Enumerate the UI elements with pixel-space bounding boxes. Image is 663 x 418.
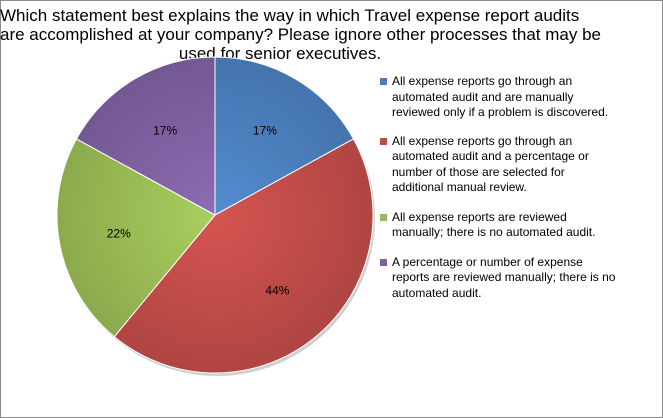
legend-label: A percentage or number of expense reports… xyxy=(392,255,660,302)
legend-label-line: All expense reports are reviewed xyxy=(392,209,567,224)
legend-label-line: All expense reports go through an xyxy=(392,133,573,148)
legend-label-line: number of those are selected for xyxy=(392,164,565,179)
legend-swatch xyxy=(380,213,387,221)
legend-item: All expense reports go through an automat… xyxy=(380,74,660,121)
legend-label-line: reports are reviewed manually; there is … xyxy=(392,270,616,284)
legend-label-line: additional manual review. xyxy=(392,180,527,194)
chart-legend: All expense reports go through an automat… xyxy=(380,74,660,315)
legend-label: All expense reports go through an automat… xyxy=(392,134,660,196)
legend-item: All expense reports are reviewed manually… xyxy=(380,210,660,241)
slice-value-label: 17% xyxy=(253,124,277,138)
legend-item: A percentage or number of expense reports… xyxy=(380,255,660,302)
legend-label-line: reviewed only if a problem is discovered… xyxy=(392,105,609,119)
legend-swatch xyxy=(380,258,387,266)
chart-title-line: are accomplished at your company? Please… xyxy=(0,25,601,44)
legend-label-line: All expense reports go through an xyxy=(392,74,573,88)
legend-label: All expense reports are reviewed manually… xyxy=(392,210,660,241)
pie-slice xyxy=(75,56,216,216)
chart-title: Which statement best explains the way in… xyxy=(0,6,601,63)
legend-label-line: automated audit. xyxy=(392,285,482,300)
legend-label: All expense reports go through an automat… xyxy=(392,74,660,121)
pie-slice xyxy=(113,138,374,374)
legend-label-line: automated audit and a percentage or xyxy=(392,149,589,163)
legend-swatch xyxy=(380,78,387,85)
slice-value-label: 44% xyxy=(265,283,289,297)
slice-value-label: 22% xyxy=(107,226,131,240)
legend-swatch xyxy=(380,137,387,145)
pie-slice xyxy=(56,138,216,338)
slice-value-label: 17% xyxy=(153,124,177,138)
legend-label-line: A percentage or number of expense xyxy=(392,254,583,269)
chart-title-line: Which statement best explains the way in… xyxy=(0,6,580,25)
pie-slice xyxy=(214,56,355,216)
legend-label-line: manually; there is no automated audit. xyxy=(392,225,596,239)
legend-label-line: automated audit and are manually xyxy=(392,89,574,104)
legend-item: All expense reports go through an automat… xyxy=(380,134,660,196)
